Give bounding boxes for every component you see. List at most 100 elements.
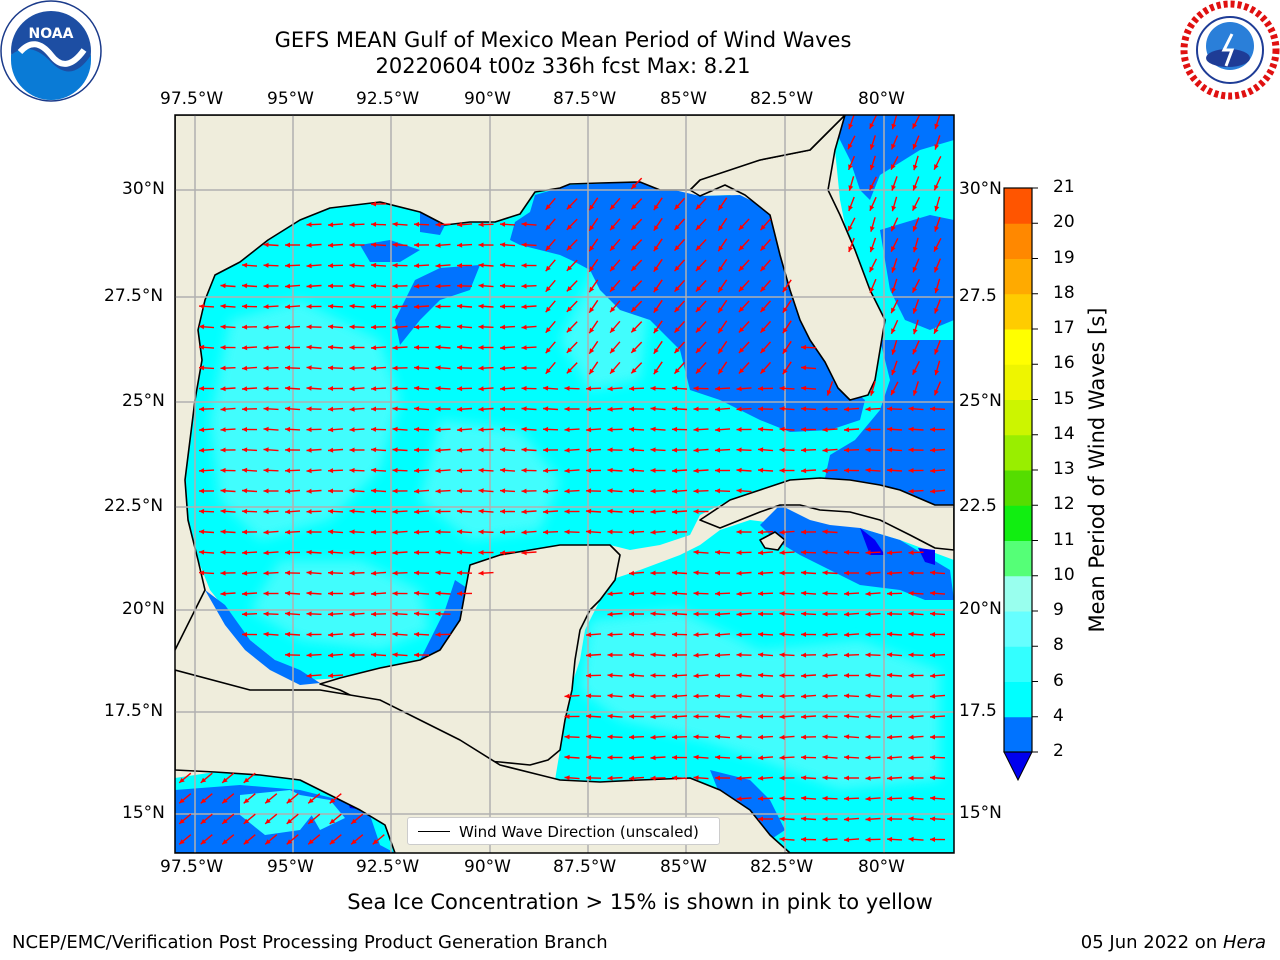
wind-arrow-head — [349, 447, 355, 453]
wind-arrow-head — [610, 306, 616, 313]
wind-arrow-head — [199, 427, 205, 433]
wind-arrow-head — [500, 242, 506, 248]
wind-arrow-head — [801, 468, 807, 474]
wind-arrow-head — [672, 447, 678, 453]
lon-label-bottom: 97.5°W — [160, 857, 224, 877]
lon-label-bottom: 92.5°W — [356, 857, 420, 877]
wind-arrow-head — [934, 348, 939, 355]
wind-arrow-head — [586, 447, 592, 453]
wind-arrow-head — [543, 447, 548, 453]
wind-arrow-head — [782, 307, 788, 313]
wind-arrow-head — [844, 693, 850, 699]
wind-arrow-head — [349, 427, 355, 433]
colorbar-tick-label: 9 — [1053, 600, 1064, 620]
wind-arrow-head — [629, 488, 635, 494]
wind-arrow-head — [887, 447, 893, 453]
wind-arrow-head — [801, 529, 806, 535]
wind-arrow-head — [912, 205, 918, 211]
wind-arrow-head — [435, 549, 441, 555]
wind-arrow-head — [371, 488, 377, 494]
wind-arrow-head — [779, 836, 785, 842]
wind-arrow-head — [715, 488, 721, 494]
wind-arrow-head — [693, 754, 699, 760]
wind-arrow-head — [371, 426, 377, 432]
cuba — [699, 477, 954, 551]
wind-arrow-head — [435, 509, 441, 514]
wind-arrow-head — [822, 590, 828, 596]
wind-arrow-head — [457, 406, 463, 412]
wind-arrow-head — [891, 369, 896, 376]
wind-arrow-head — [822, 611, 828, 617]
wind-arrow-head — [912, 348, 918, 355]
wind-arrow-head — [545, 265, 551, 272]
wind-arrow-head — [822, 427, 828, 433]
wind-arrow-head — [220, 467, 226, 473]
wind-arrow-head — [844, 837, 850, 843]
colorbar — [1003, 187, 1038, 782]
wind-arrow-head — [908, 488, 914, 494]
wind-arrow-head — [653, 204, 659, 211]
wind-arrow-head — [263, 365, 269, 371]
wind-arrow-head — [285, 324, 291, 330]
wind-arrow-head — [758, 755, 764, 761]
wind-arrow-head — [650, 385, 656, 391]
wind-arrow-head — [329, 798, 336, 804]
wind-arrow-head — [349, 529, 355, 535]
wind-arrow-head — [865, 467, 871, 473]
lat-label-left: 27.5°N — [104, 286, 164, 306]
wind-arrow-head — [328, 570, 334, 576]
wind-arrow-head — [179, 777, 185, 783]
wind-arrow-head — [695, 224, 702, 230]
wind-arrow-head — [822, 468, 828, 474]
sea-ice-note: Sea Ice Concentration > 15% is shown in … — [347, 890, 933, 914]
wind-arrow-head — [912, 390, 918, 396]
wind-arrow-head — [736, 467, 742, 473]
wind-arrow-head — [306, 344, 312, 350]
wind-arrow-head — [220, 324, 226, 330]
wind-arrow-head — [715, 734, 721, 740]
wind-arrow-head — [500, 304, 505, 309]
wind-arrow-head — [285, 283, 291, 289]
wind-arrow-head — [500, 447, 506, 453]
colorbar-tick-label: 4 — [1053, 705, 1064, 726]
wind-arrow-head — [586, 693, 592, 699]
wind-arrow-head — [328, 427, 334, 433]
colorbar-segment — [1004, 434, 1032, 471]
wind-arrow-head — [242, 632, 247, 637]
wind-arrow-head — [693, 509, 699, 514]
wind-arrow-head — [912, 287, 918, 293]
wind-arrow-head — [822, 406, 828, 412]
wind-arrow-head — [865, 406, 871, 412]
colorbar-tick-label: 21 — [1053, 177, 1075, 197]
wind-arrow-head — [693, 652, 699, 658]
map-panel — [175, 115, 954, 853]
colorbar-tick-label: 15 — [1053, 388, 1075, 409]
wind-arrow-head — [760, 224, 766, 231]
wind-arrow-head — [329, 818, 336, 824]
wind-arrow-head — [478, 467, 484, 473]
wind-arrow-head — [930, 406, 936, 412]
lon-label-top: 80°W — [858, 89, 905, 109]
wind-arrow-head — [564, 734, 570, 740]
wind-arrow-head — [738, 327, 745, 333]
wind-arrow-head — [435, 590, 441, 596]
wind-arrow-head — [887, 734, 893, 740]
wind-arrow-head — [285, 447, 290, 453]
wind-arrow-head — [478, 222, 484, 228]
wind-arrow-head — [242, 303, 248, 309]
wind-arrow-head — [457, 365, 463, 371]
wind-arrow-head — [566, 368, 573, 374]
wind-arrow-head — [220, 447, 226, 453]
wind-arrow-head — [715, 427, 721, 433]
wind-arrow-head — [672, 488, 678, 494]
wind-arrow-head — [844, 673, 849, 678]
wind-arrow-head — [912, 184, 918, 191]
wind-arrow-head — [865, 550, 871, 556]
wind-arrow-head — [265, 798, 271, 804]
wind-arrow-head — [500, 426, 506, 432]
wind-arrow-head — [736, 713, 742, 719]
wind-arrow-head — [371, 324, 377, 330]
wind-arrow-head — [457, 242, 463, 248]
wind-arrow-head — [500, 488, 506, 494]
wind-arrow-head — [801, 570, 807, 576]
